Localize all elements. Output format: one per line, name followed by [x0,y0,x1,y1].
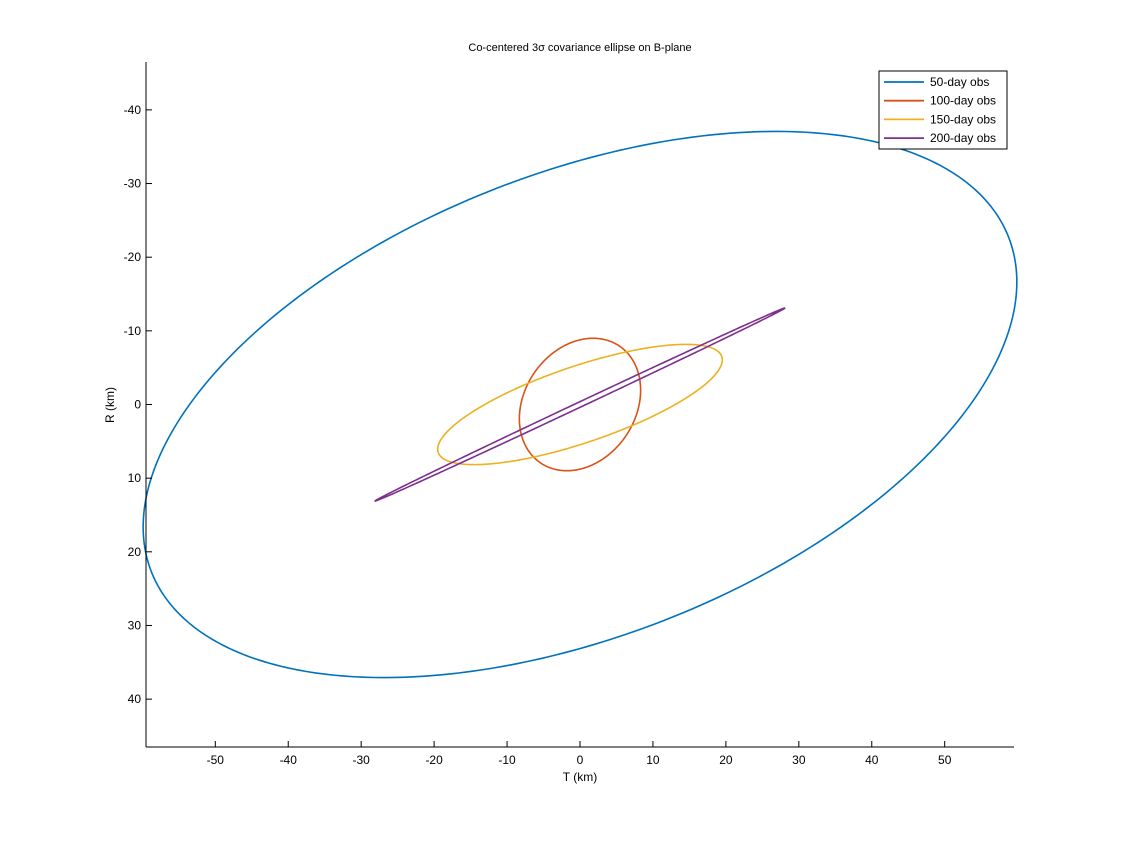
y-tick-label: 10 [128,471,142,485]
y-tick-label: 40 [128,692,142,706]
legend-items: 50-day obs 100-day obs 150-day obs 200-day … [884,75,996,145]
axes-layer [145,62,1014,748]
x-tick-label: 0 [577,753,584,767]
y-tick-label: -30 [124,177,142,191]
legend: 50-day obs 100-day obs 150-day obs 200-day … [878,70,1008,150]
series-line-3 [436,343,724,466]
series-layer [142,130,1018,679]
series-line-4 [374,307,786,502]
legend-box [878,70,1008,150]
x-tick-label: 40 [865,753,879,767]
x-tick-label: -30 [353,753,371,767]
y-ticks: -40 -30 -20 -10 0 10 20 30 40 [124,103,152,706]
x-tick-label: -10 [498,753,516,767]
x-tick-label: 30 [792,753,806,767]
x-tick-label: 10 [646,753,660,767]
legend-label-1: 50-day obs [930,75,989,89]
x-tick-label: 50 [938,753,952,767]
legend-label-3: 150-day obs [930,112,996,126]
y-tick-label: -20 [124,250,142,264]
y-tick-label: -40 [124,103,142,117]
legend-label-4: 200-day obs [930,131,996,145]
x-axis-label: T (km) [563,770,597,784]
x-tick-label: -20 [425,753,443,767]
legend-label-2: 100-day obs [930,94,996,108]
y-tick-label: -10 [124,324,142,338]
x-tick-label: -50 [207,753,225,767]
chart-title: Co-centered 3σ covariance ellipse on B-p… [468,42,691,54]
series-line-2 [518,337,642,472]
x-tick-label: 20 [719,753,733,767]
x-tick-label: -40 [280,753,298,767]
y-tick-label: 0 [134,398,141,412]
y-tick-label: 30 [128,618,142,632]
y-axis-label: R (km) [103,387,117,423]
y-tick-label: 20 [128,545,142,559]
x-ticks: -50 -40 -30 -20 -10 0 10 20 30 40 50 [207,741,952,767]
series-line-1 [142,130,1018,679]
